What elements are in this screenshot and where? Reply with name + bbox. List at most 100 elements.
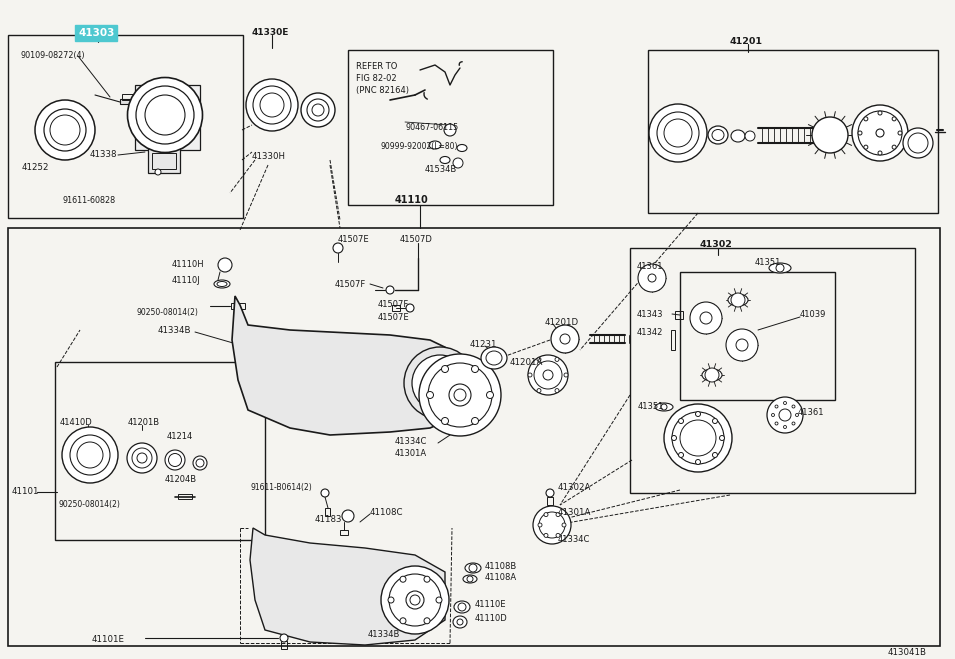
- Circle shape: [892, 117, 896, 121]
- Circle shape: [469, 564, 477, 572]
- Ellipse shape: [301, 93, 335, 127]
- Text: 41302: 41302: [700, 240, 732, 249]
- Ellipse shape: [649, 104, 707, 162]
- Circle shape: [705, 368, 719, 382]
- Circle shape: [537, 357, 541, 361]
- Circle shape: [712, 418, 717, 424]
- Ellipse shape: [62, 427, 118, 483]
- Circle shape: [538, 523, 542, 527]
- Ellipse shape: [533, 506, 571, 544]
- Bar: [8, 228, 940, 646]
- Text: 41108B: 41108B: [485, 562, 518, 571]
- Text: 41101E: 41101E: [92, 635, 125, 644]
- Text: FIG 82-02: FIG 82-02: [356, 74, 396, 83]
- Ellipse shape: [214, 280, 230, 288]
- Ellipse shape: [745, 131, 755, 141]
- Circle shape: [560, 334, 570, 344]
- Circle shape: [457, 619, 463, 625]
- Text: 41351: 41351: [755, 258, 781, 267]
- Circle shape: [427, 391, 434, 399]
- Ellipse shape: [307, 99, 329, 121]
- Circle shape: [695, 459, 701, 465]
- Ellipse shape: [77, 442, 103, 468]
- Circle shape: [878, 111, 882, 115]
- Ellipse shape: [404, 347, 476, 419]
- Circle shape: [864, 117, 868, 121]
- Bar: [325, 508, 330, 516]
- Ellipse shape: [457, 144, 467, 152]
- Circle shape: [472, 366, 478, 372]
- Bar: [122, 94, 138, 100]
- Ellipse shape: [539, 512, 565, 538]
- Circle shape: [400, 617, 406, 624]
- Circle shape: [544, 533, 548, 537]
- Circle shape: [436, 597, 442, 603]
- Ellipse shape: [672, 412, 724, 464]
- Ellipse shape: [168, 453, 181, 467]
- Ellipse shape: [858, 111, 902, 155]
- Text: 41201: 41201: [730, 37, 763, 46]
- Circle shape: [812, 117, 848, 153]
- Circle shape: [333, 243, 343, 253]
- Text: 41338: 41338: [90, 150, 117, 159]
- Circle shape: [537, 389, 541, 393]
- Circle shape: [218, 258, 232, 272]
- Circle shape: [458, 603, 466, 611]
- Bar: [348, 50, 553, 205]
- Bar: [281, 641, 287, 649]
- Bar: [680, 272, 835, 400]
- Ellipse shape: [655, 403, 673, 411]
- Ellipse shape: [908, 133, 928, 153]
- Bar: [675, 311, 683, 319]
- Text: 41110J: 41110J: [172, 276, 201, 285]
- Circle shape: [546, 489, 554, 497]
- Ellipse shape: [412, 355, 468, 411]
- Circle shape: [280, 634, 288, 642]
- Text: 90250-08014(2): 90250-08014(2): [58, 500, 120, 509]
- Circle shape: [386, 286, 394, 294]
- Text: REFER TO: REFER TO: [356, 62, 397, 71]
- Circle shape: [898, 131, 902, 135]
- Ellipse shape: [528, 355, 568, 395]
- Text: 41183: 41183: [315, 515, 343, 524]
- Ellipse shape: [481, 347, 507, 369]
- Ellipse shape: [312, 104, 324, 116]
- Bar: [135, 85, 200, 150]
- Text: 41110H: 41110H: [172, 260, 204, 269]
- Ellipse shape: [145, 95, 185, 135]
- Circle shape: [736, 339, 748, 351]
- Circle shape: [556, 513, 560, 517]
- Bar: [392, 305, 400, 311]
- Ellipse shape: [137, 453, 147, 463]
- Text: 41231: 41231: [470, 340, 498, 349]
- Circle shape: [700, 312, 712, 324]
- Circle shape: [424, 576, 430, 582]
- Bar: [178, 494, 192, 499]
- Text: 41108C: 41108C: [370, 508, 404, 517]
- Ellipse shape: [410, 595, 420, 605]
- Circle shape: [679, 418, 684, 424]
- Circle shape: [783, 401, 787, 405]
- Ellipse shape: [419, 354, 501, 436]
- Text: 41343: 41343: [637, 310, 664, 319]
- Circle shape: [864, 145, 868, 149]
- Ellipse shape: [260, 93, 284, 117]
- Ellipse shape: [454, 601, 470, 613]
- Ellipse shape: [702, 369, 722, 381]
- Ellipse shape: [389, 574, 441, 626]
- Ellipse shape: [246, 79, 298, 131]
- Ellipse shape: [534, 361, 562, 389]
- Circle shape: [551, 325, 579, 353]
- Text: 90250-08014(2): 90250-08014(2): [136, 308, 198, 317]
- Circle shape: [671, 436, 676, 440]
- Text: 41301A: 41301A: [395, 449, 427, 458]
- Polygon shape: [250, 528, 445, 645]
- Ellipse shape: [449, 384, 471, 406]
- Circle shape: [441, 366, 449, 372]
- Text: 90109-08272(4): 90109-08272(4): [20, 51, 85, 60]
- Ellipse shape: [196, 459, 204, 467]
- Text: 41301A: 41301A: [558, 508, 591, 517]
- Bar: [671, 330, 675, 350]
- Circle shape: [792, 422, 795, 425]
- Circle shape: [321, 489, 329, 497]
